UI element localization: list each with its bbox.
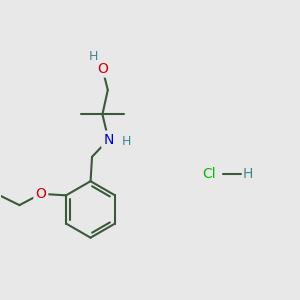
Text: N: N — [103, 133, 114, 147]
Text: O: O — [97, 61, 108, 76]
Text: H: H — [89, 50, 98, 63]
Text: O: O — [35, 187, 46, 201]
Text: H: H — [122, 135, 131, 148]
Text: H: H — [243, 167, 253, 181]
Text: Cl: Cl — [202, 167, 216, 181]
